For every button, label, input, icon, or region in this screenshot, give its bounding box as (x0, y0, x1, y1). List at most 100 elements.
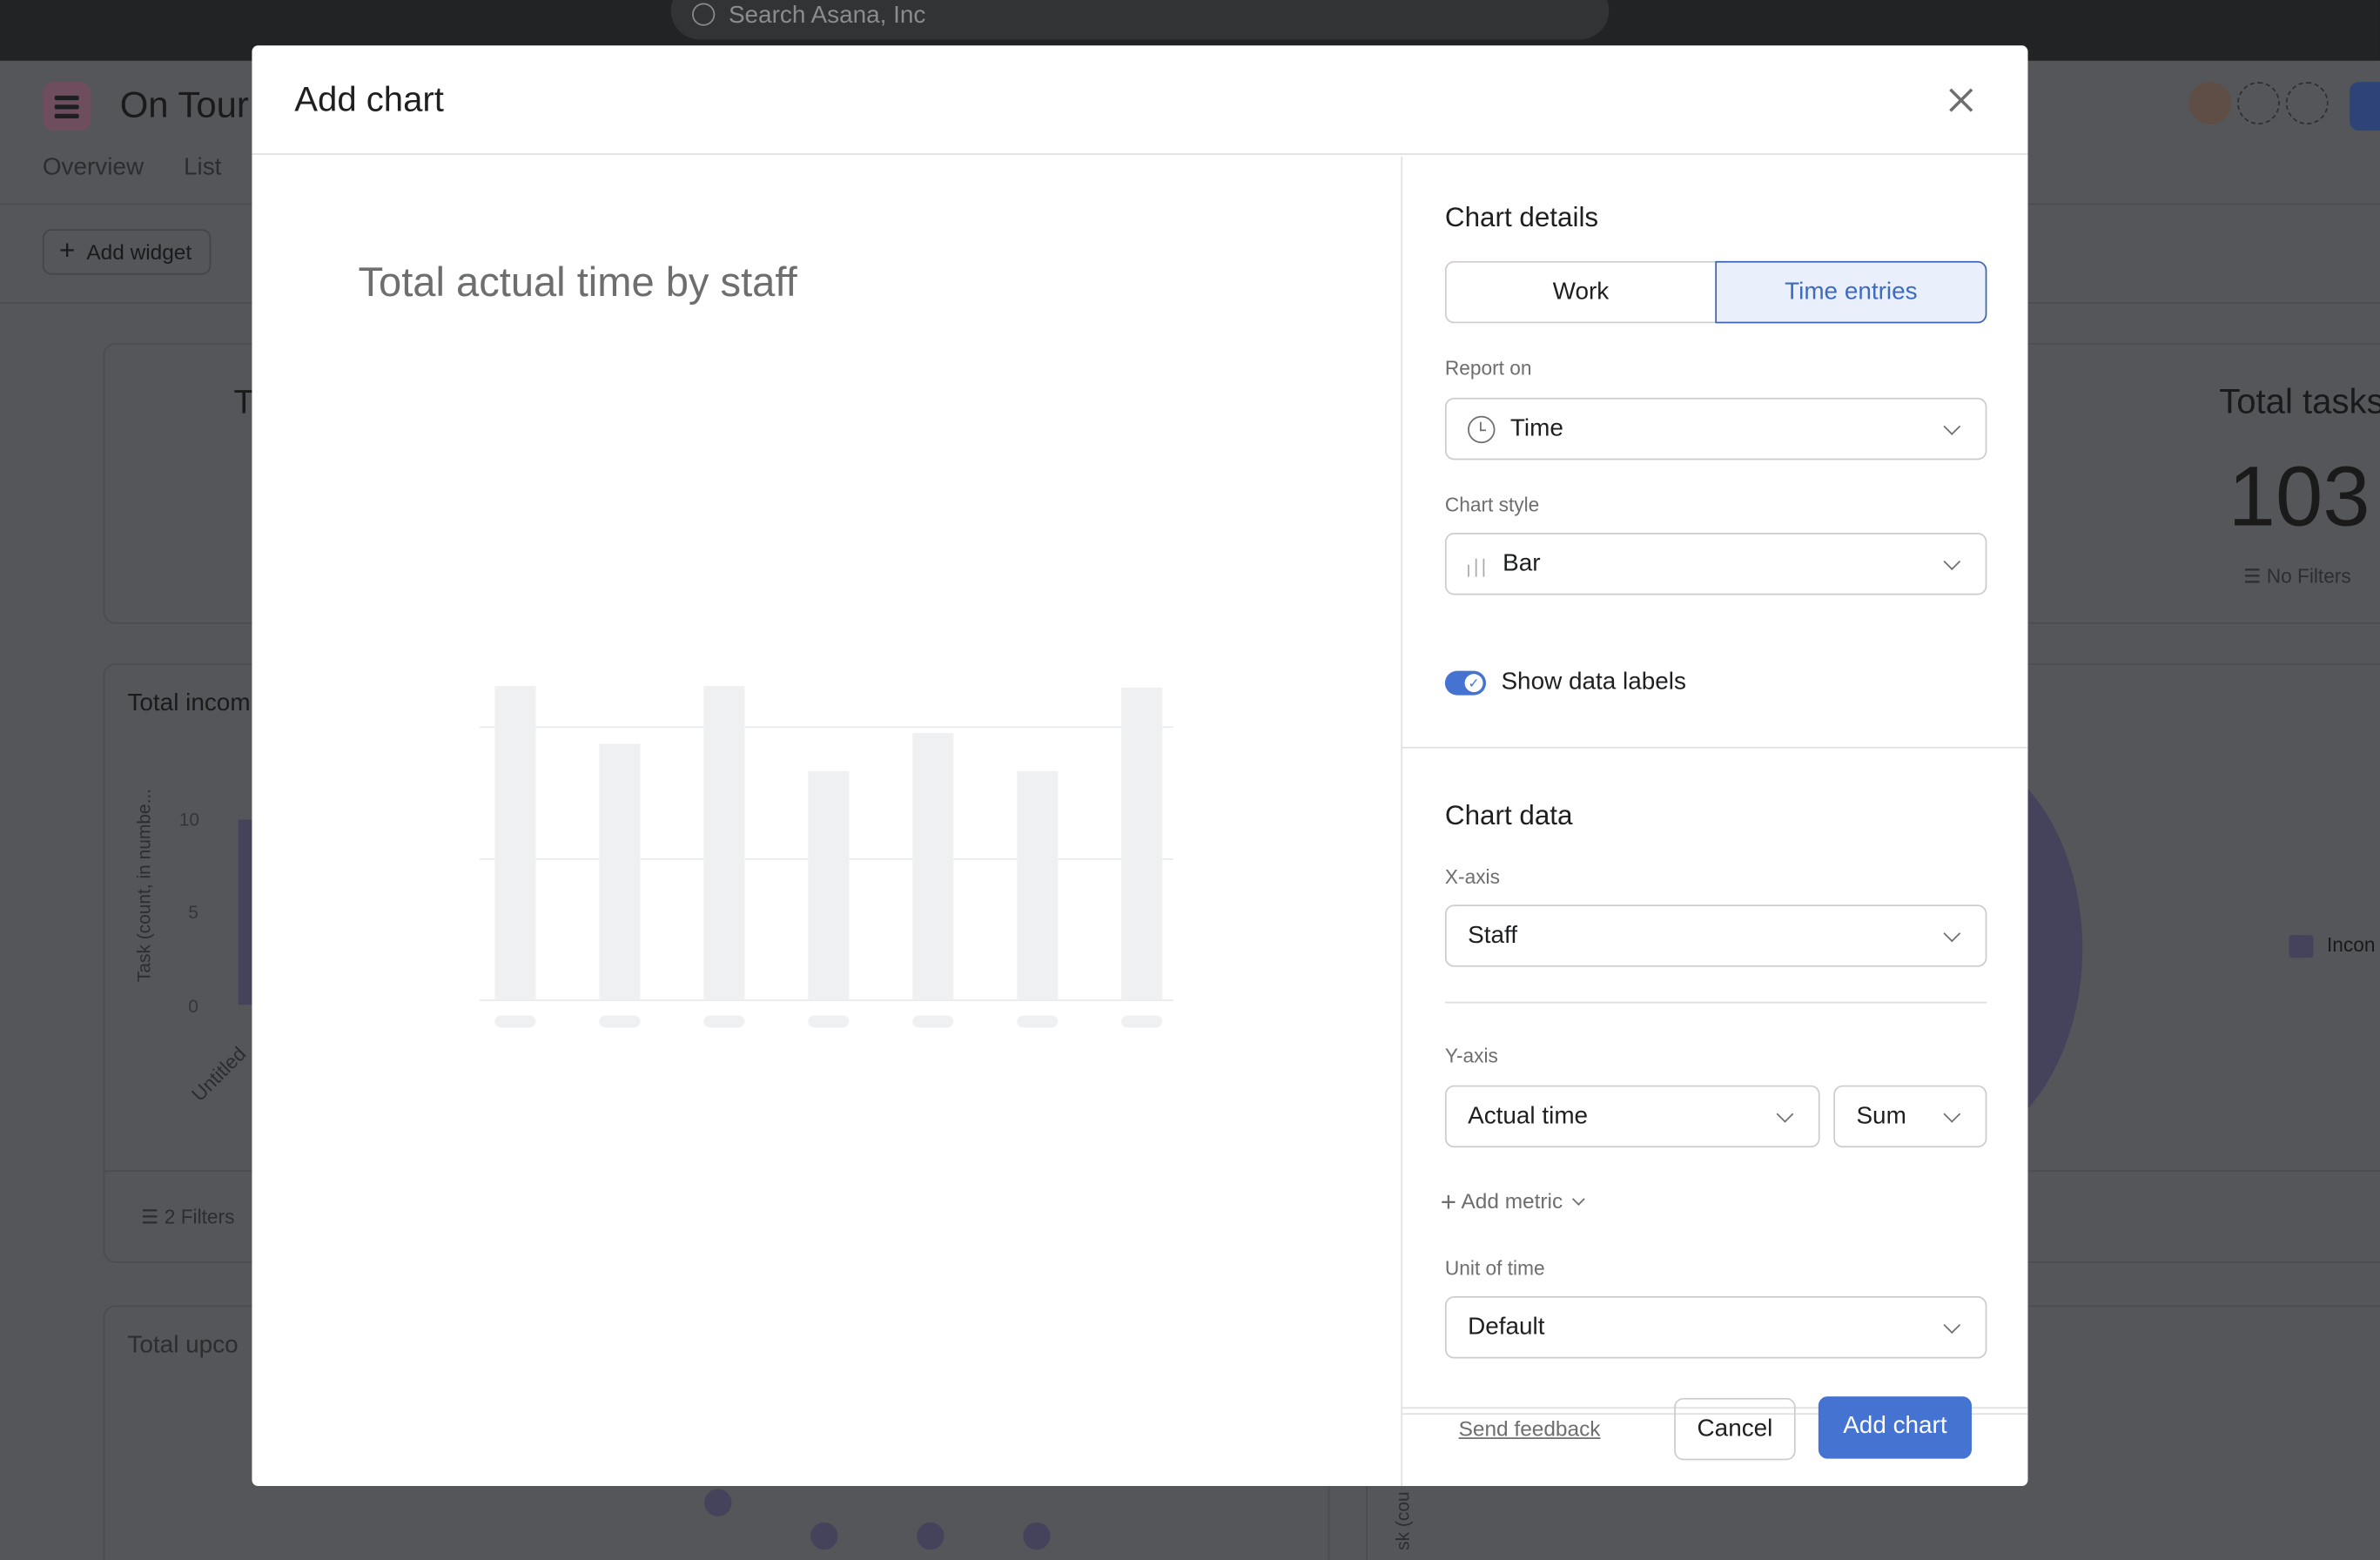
chart-style-value: Bar (1503, 550, 1541, 577)
placeholder-bar (494, 686, 536, 1001)
search-placeholder: Search Asana, Inc (728, 3, 926, 30)
show-data-labels-label: Show data labels (1501, 669, 1686, 696)
report-on-value: Time (1509, 415, 1563, 442)
chart-data-heading: Chart data (1444, 799, 1573, 830)
chart-settings-panel: Chart details Work Time entries Report o… (1401, 156, 2028, 1487)
placeholder-bar (703, 686, 745, 1001)
placeholder-label (808, 1015, 850, 1028)
chevron-down-icon (1572, 1193, 1586, 1206)
project-title: On Tour: (119, 84, 259, 126)
check-icon: ✓ (1464, 674, 1483, 693)
add-widget-button[interactable]: + Add widget (42, 229, 212, 275)
placeholder-label (494, 1015, 536, 1028)
search-icon (692, 3, 716, 26)
placeholder-label (912, 1015, 954, 1028)
data-point (704, 1489, 732, 1516)
segment-time-entries[interactable]: Time entries (1715, 260, 1987, 324)
card-title: T (233, 382, 254, 420)
chevron-down-icon (1943, 1316, 1961, 1335)
unit-of-time-select[interactable]: Default (1444, 1296, 1987, 1359)
modal-header: Add chart (252, 45, 2028, 155)
project-list-icon (42, 82, 91, 131)
placeholder-label (1017, 1015, 1059, 1028)
add-widget-label: Add widget (86, 239, 192, 265)
close-icon[interactable] (1946, 85, 1976, 116)
plus-icon: + (59, 235, 76, 266)
x-axis-value: Staff (1468, 923, 1517, 949)
clock-icon (1468, 415, 1496, 444)
tab-list[interactable]: List (183, 154, 222, 181)
y-axis-aggregate-value: Sum (1856, 1103, 1906, 1130)
chart-details-heading: Chart details (1444, 201, 1599, 232)
chart-style-label: Chart style (1444, 493, 1540, 516)
cancel-button[interactable]: Cancel (1674, 1397, 1796, 1461)
add-metric-button[interactable]: + Add metric (1440, 1187, 1586, 1220)
data-point (1023, 1522, 1051, 1550)
segment-work[interactable]: Work (1444, 260, 1716, 324)
chart-preview: Total actual time by staff (252, 157, 1401, 1486)
tick-label: 5 (188, 901, 198, 924)
x-axis-select[interactable]: Staff (1444, 904, 1987, 967)
divider (1402, 1407, 2028, 1409)
filters-label: No Filters (2266, 564, 2351, 588)
avatar[interactable] (2188, 82, 2232, 124)
add-metric-label: Add metric (1461, 1188, 1563, 1214)
y-axis-label: sk (cou (1392, 1491, 1414, 1550)
card-title: Total incom (127, 690, 251, 716)
unit-of-time-label: Unit of time (1444, 1256, 1545, 1280)
add-chart-modal: Add chart Total actual time by staff Cha… (252, 45, 2028, 1487)
filters-link[interactable]: ☰ 2 Filters (141, 1205, 235, 1228)
show-data-labels-toggle[interactable]: ✓ (1444, 670, 1487, 696)
placeholder-label (1121, 1015, 1163, 1028)
legend-label: Incon (2326, 933, 2376, 957)
y-axis-metric-select[interactable]: Actual time (1444, 1085, 1820, 1148)
divider (1402, 746, 2028, 749)
card-title: Total upco (127, 1332, 239, 1359)
chevron-down-icon (1943, 553, 1961, 571)
report-on-label: Report on (1444, 356, 1532, 380)
total-tasks-value: 103 (2228, 447, 2370, 544)
chevron-down-icon (1776, 1105, 1794, 1123)
placeholder-bar (599, 743, 641, 1001)
y-axis-metric-value: Actual time (1468, 1103, 1589, 1130)
empty-avatar-icon[interactable] (2237, 82, 2280, 124)
send-feedback-link[interactable]: Send feedback (1458, 1415, 1601, 1441)
total-tasks-title: Total tasks (2219, 380, 2380, 420)
y-axis-label: Y-axis (1444, 1044, 1498, 1067)
data-point (917, 1522, 945, 1550)
filters-link[interactable]: ☰ No Filters (2243, 564, 2351, 588)
share-button[interactable] (2350, 82, 2380, 131)
chevron-down-icon (1943, 1105, 1961, 1123)
chart-style-select[interactable]: Bar (1444, 533, 1987, 595)
placeholder-bar (808, 770, 850, 1001)
empty-avatar-icon[interactable] (2285, 82, 2329, 124)
placeholder-bar (1121, 687, 1163, 1001)
chevron-down-icon (1943, 418, 1961, 435)
plus-icon: + (1440, 1187, 1457, 1218)
bar-chart-icon (1468, 553, 1489, 577)
y-axis-label: Task (count, in numbe... (133, 788, 155, 983)
placeholder-bar (1017, 770, 1059, 1001)
placeholder-chart (479, 686, 1173, 1028)
preview-title: Total actual time by staff (358, 259, 797, 306)
tab-overview[interactable]: Overview (42, 154, 145, 181)
x-axis-label: X-axis (1444, 864, 1500, 889)
y-axis-aggregate-select[interactable]: Sum (1833, 1085, 1987, 1148)
unit-of-time-value: Default (1468, 1314, 1545, 1341)
add-chart-button[interactable]: Add chart (1818, 1396, 1972, 1459)
report-on-select[interactable]: Time (1444, 397, 1987, 461)
placeholder-bar (912, 733, 954, 1001)
modal-title: Add chart (294, 78, 444, 119)
tick-label: 0 (188, 995, 198, 1018)
chevron-down-icon (1943, 925, 1961, 943)
source-segmented-control: Work Time entries (1444, 260, 1987, 324)
filters-label: 2 Filters (164, 1205, 235, 1228)
placeholder-label (599, 1015, 641, 1028)
data-point (810, 1522, 838, 1550)
divider (1444, 1001, 1987, 1004)
legend-swatch (2289, 935, 2314, 958)
placeholder-label (703, 1015, 745, 1028)
tick-label: 10 (178, 809, 200, 830)
search-bar[interactable]: Search Asana, Inc (670, 0, 1610, 40)
divider (1402, 1413, 2028, 1415)
